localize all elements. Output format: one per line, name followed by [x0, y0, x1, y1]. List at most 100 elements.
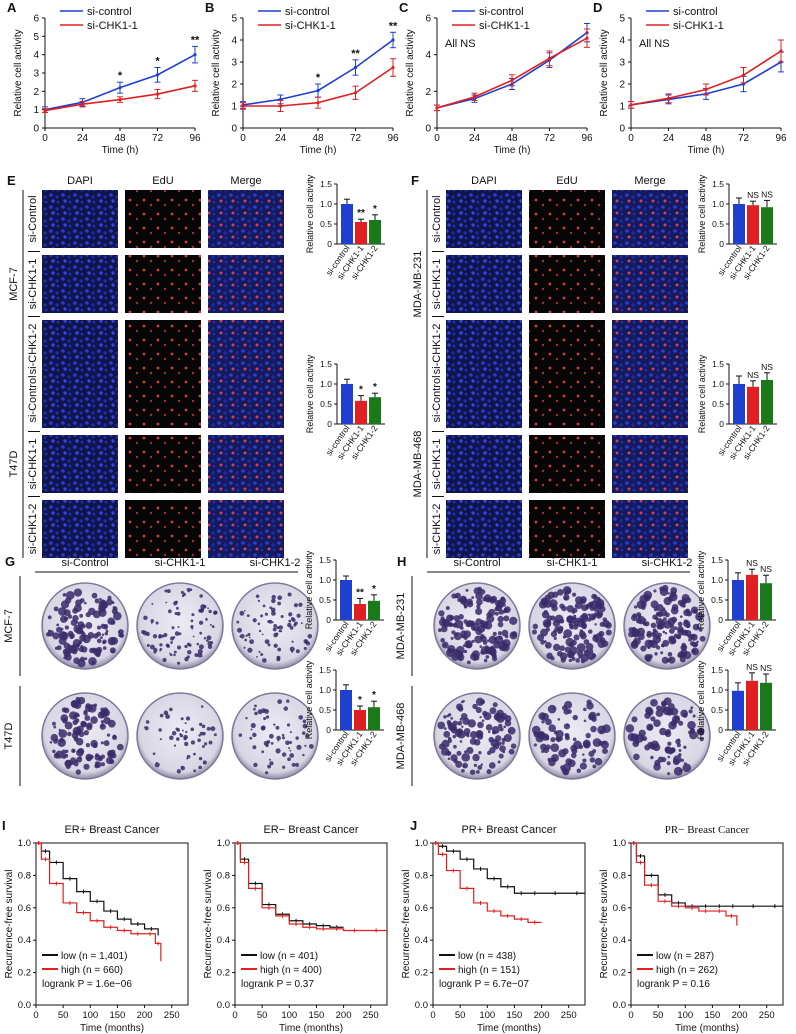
colony [667, 741, 672, 746]
colony [664, 746, 673, 754]
colony [257, 622, 261, 626]
colony [654, 652, 658, 656]
colony [67, 644, 72, 649]
colony [190, 740, 195, 745]
colony [174, 612, 178, 616]
colony [450, 636, 454, 640]
colony [163, 632, 168, 638]
colony [449, 615, 455, 621]
colony [647, 741, 654, 749]
colony [289, 741, 293, 744]
y-axis-label: Relative cell activity [405, 29, 416, 116]
colony [55, 750, 64, 759]
colony [486, 769, 492, 775]
colony [646, 633, 652, 638]
colony [583, 719, 587, 723]
colony [501, 737, 506, 743]
plate-MDA-MB-231-si-CHK1-2 [623, 582, 711, 670]
plate-MDA-MB-231-si-Control [433, 582, 521, 670]
colony [90, 716, 98, 724]
colony [575, 658, 580, 663]
colony [594, 757, 603, 766]
colony [666, 658, 670, 663]
colony [697, 727, 705, 735]
data-point [353, 65, 358, 70]
colony [682, 763, 692, 773]
significance-mark: * [372, 584, 376, 595]
colony [551, 604, 555, 609]
colony [267, 764, 272, 769]
colony [59, 737, 64, 743]
colony [699, 635, 706, 642]
x-tick-label: 100 [281, 1010, 297, 1021]
colony [91, 661, 95, 665]
colony [173, 744, 177, 747]
colony [463, 728, 471, 735]
x-tick-label: 250 [164, 1010, 180, 1021]
data-point [435, 106, 439, 110]
colony [488, 762, 496, 769]
y-tick-label: 0 [326, 725, 331, 735]
colony [255, 594, 260, 598]
column-header: si-Control [453, 557, 500, 569]
colony [597, 725, 606, 735]
y-tick-label: 4 [619, 36, 625, 47]
colony [244, 609, 246, 612]
y-tick-label: 6 [33, 14, 39, 25]
colony [599, 606, 606, 613]
colony [275, 632, 279, 636]
survival-curve-low [631, 842, 783, 907]
colony [670, 606, 679, 615]
micro-block-T47D: si-Control si-CHK1-1 si-CHK1-2 T47D [8, 370, 284, 558]
y-tick-label: 0 [619, 124, 625, 135]
colony [531, 725, 541, 735]
colony [698, 627, 703, 632]
colony [180, 717, 184, 721]
x-tick-label: 96 [775, 133, 787, 144]
data-point [472, 95, 477, 99]
colony [198, 765, 202, 770]
data-point [704, 87, 708, 92]
colony [305, 734, 309, 738]
colony [474, 635, 483, 644]
colony [550, 656, 555, 661]
y-tick-label: 2 [33, 87, 39, 98]
significance-mark: ** [356, 587, 364, 598]
colony [488, 608, 496, 617]
colony [485, 655, 490, 659]
plate-MCF-7-si-CHK1-2 [231, 582, 319, 670]
all-ns-note: All NS [445, 38, 476, 50]
y-tick-label: 0.8 [217, 870, 230, 881]
colony [460, 713, 468, 720]
y-tick-label: 1.0 [217, 838, 230, 849]
colony [650, 716, 656, 722]
colony [550, 743, 560, 752]
colony [99, 597, 102, 601]
row-label: si-CHK1-1 [431, 259, 443, 310]
colony [677, 621, 683, 627]
colony [491, 653, 497, 659]
row-label: si-CHK1-1 [27, 439, 39, 490]
data-point [80, 102, 85, 106]
colony [585, 649, 589, 654]
y-tick-label: 0.0 [613, 1000, 626, 1011]
colony [271, 598, 276, 604]
colony [275, 725, 280, 730]
colony [585, 732, 591, 739]
colony [558, 736, 563, 741]
colony [100, 741, 104, 745]
bar-si-CHK1-1 [354, 710, 366, 730]
colony [596, 712, 601, 717]
y-tick-label: 1.0 [320, 379, 332, 389]
colony [669, 628, 675, 634]
colony [650, 622, 657, 629]
edu-image [125, 190, 201, 248]
colony [190, 727, 195, 732]
colony [55, 738, 59, 742]
colony [667, 651, 673, 657]
y-tick-label: 0.6 [613, 903, 626, 914]
legend-label: si-CHK1-1 [673, 20, 724, 32]
colony [90, 739, 98, 748]
